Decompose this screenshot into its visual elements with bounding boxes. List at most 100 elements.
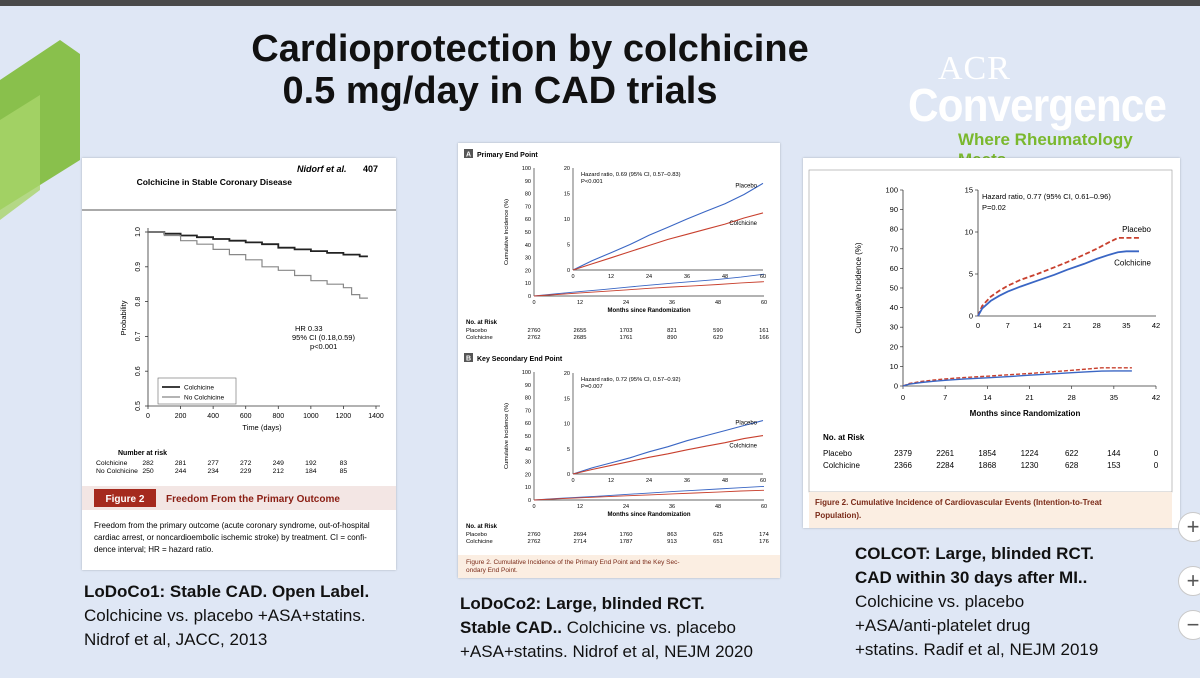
x-axis-label: Months since Randomization xyxy=(970,409,1081,418)
panel-a-x-tick-label: 36 xyxy=(669,300,675,306)
inset-y-tick-label: 10 xyxy=(965,228,973,237)
figure-caption-band xyxy=(809,492,1172,528)
panel-b-risk-value: 1787 xyxy=(620,539,633,545)
risk-value: 0 xyxy=(1154,461,1159,470)
x-tick-label: 21 xyxy=(1025,393,1033,402)
x-axis-label: Time (days) xyxy=(242,423,282,432)
window-top-bar xyxy=(0,0,1200,6)
caption-colcot-line2: CAD within 30 days after MI.. xyxy=(855,568,1088,587)
panel-b-letter: B xyxy=(466,356,471,363)
y-tick-label: 0 xyxy=(894,382,898,391)
caption-lodoco1-line1: LoDoCo1: Stable CAD. Open Label. xyxy=(84,582,370,601)
panel-b-y-tick-label: 20 xyxy=(525,472,531,478)
acr-convergence-logo: ACR Convergence Where Rheumatology Meets xyxy=(900,50,1167,169)
risk-value: 184 xyxy=(305,468,317,475)
panel-b-x-axis-label: Months since Randomization xyxy=(607,512,690,518)
risk-value: 83 xyxy=(340,460,348,467)
panel-a-inset-series-label: Placebo xyxy=(735,183,757,189)
panel-a-risk-value: 2762 xyxy=(528,335,541,341)
inset-x-tick-label: 14 xyxy=(1033,321,1041,330)
x-tick-label: 28 xyxy=(1067,393,1075,402)
caption-lodoco2: LoDoCo2: Large, blinded RCT. Stable CAD.… xyxy=(460,592,753,664)
caption-lodoco2-line1: LoDoCo2: Large, blinded RCT. xyxy=(460,594,705,613)
panel-a-y-tick-label: 20 xyxy=(525,268,531,274)
panel-b-y-tick-label: 30 xyxy=(525,460,531,466)
slide-title-line1: Cardioprotection by colchicine xyxy=(251,28,809,70)
side-zoom-out-button[interactable]: − xyxy=(1178,610,1200,640)
panel-b-risk-value: 2762 xyxy=(528,539,541,545)
figure-caption-line: cardiac arrest, or noncardioembolic isch… xyxy=(94,533,367,542)
risk-row-label: No Colchicine xyxy=(96,468,138,475)
panel-a-inset-series-label: Colchicine xyxy=(729,221,757,227)
y-tick-label: 70 xyxy=(890,244,898,253)
panel-b-y-tick-label: 60 xyxy=(525,421,531,427)
panel-a-risk-value: 161 xyxy=(759,328,769,334)
panel-a-risk-value: 1703 xyxy=(620,328,633,334)
panel-a-letter: A xyxy=(466,152,471,159)
y-axis-label: Probability xyxy=(119,300,128,335)
panel-b-main-series-colchicine xyxy=(533,489,765,501)
figure-caption-line: ondary End Point. xyxy=(466,567,518,574)
panel-b-inset-series-colchicine xyxy=(572,435,764,475)
panel-b-inset-y-tick-label: 20 xyxy=(564,371,570,377)
panel-a-y-tick-label: 80 xyxy=(525,192,531,198)
risk-value: 2284 xyxy=(936,461,954,470)
figure-label-badge xyxy=(94,489,156,507)
panel-a-risk-table-title: No. at Risk xyxy=(466,320,498,326)
caption-colcot-line3: Colchicine vs. placebo xyxy=(855,592,1025,611)
risk-value: 622 xyxy=(1065,449,1079,458)
x-tick-label: 14 xyxy=(983,393,991,402)
panel-b-inset-series-label: Colchicine xyxy=(729,444,757,450)
panel-b-y-tick-label: 40 xyxy=(525,447,531,453)
caption-colcot: COLCOT: Large, blinded RCT. CAD within 3… xyxy=(855,542,1098,662)
risk-value: 250 xyxy=(142,468,154,475)
panel-a-y-tick-label: 60 xyxy=(525,217,531,223)
caption-lodoco1-line3: Nidrof et al, JACC, 2013 xyxy=(84,630,268,649)
panel-a-inset-y-tick-label: 0 xyxy=(567,268,570,274)
series-line-colchicine xyxy=(148,231,368,258)
panel-b-y-tick-label: 90 xyxy=(525,383,531,389)
panel-a-y-tick-label: 40 xyxy=(525,243,531,249)
side-zoom-button-1[interactable]: + xyxy=(1178,512,1200,542)
risk-table-title: No. at Risk xyxy=(823,433,865,442)
panel-a-inset-series-colchicine xyxy=(572,212,764,271)
risk-value: 0 xyxy=(1154,449,1159,458)
y-tick-label: 0.5 xyxy=(135,401,142,411)
panel-a-risk-value: 2685 xyxy=(574,335,587,341)
inset-x-tick-label: 7 xyxy=(1006,321,1010,330)
risk-value: 192 xyxy=(305,460,317,467)
risk-row-label: Colchicine xyxy=(96,460,128,467)
panel-b-risk-value: 176 xyxy=(759,539,769,545)
caption-lodoco2-line3: +ASA+statins. Nidrof et al, NEJM 2020 xyxy=(460,642,753,661)
inset-y-tick-label: 0 xyxy=(969,312,973,321)
panel-a-x-tick-label: 12 xyxy=(577,300,583,306)
panel-b-y-tick-label: 70 xyxy=(525,408,531,414)
panel-a-risk-value: 1761 xyxy=(620,335,633,341)
risk-value: 2379 xyxy=(894,449,912,458)
panel-a-y-axis-label: Cumulative Incidence (%) xyxy=(504,199,510,265)
panel-b-risk-value: 651 xyxy=(713,539,723,545)
risk-value: 272 xyxy=(240,460,252,467)
y-tick-label: 40 xyxy=(890,303,898,312)
lodoco1-figure: Nidorf et al. 407 Colchicine in Stable Cor… xyxy=(82,158,396,570)
y-axis-label: Cumulative Incidence (%) xyxy=(854,242,863,333)
inset-x-tick-label: 28 xyxy=(1092,321,1100,330)
side-zoom-in-button[interactable]: + xyxy=(1178,566,1200,596)
annotation-ci: 95% CI (0.18,0.59) xyxy=(292,333,355,342)
risk-value: 212 xyxy=(273,468,285,475)
inset-x-tick-label: 21 xyxy=(1063,321,1071,330)
inset-x-tick-label: 35 xyxy=(1122,321,1130,330)
panel-a-x-axis-label: Months since Randomization xyxy=(607,308,690,314)
panel-a-inset-x-tick-label: 36 xyxy=(684,274,690,280)
panel-b-inset-x-tick-label: 36 xyxy=(684,478,690,484)
figure-caption-line: Figure 2. Cumulative Incidence of Cardio… xyxy=(815,498,1102,507)
panel-a-y-tick-label: 0 xyxy=(528,294,531,300)
y-tick-label: 90 xyxy=(890,205,898,214)
x-tick-label: 0 xyxy=(901,393,905,402)
y-tick-label: 0.7 xyxy=(135,331,142,341)
y-tick-label: 60 xyxy=(890,264,898,273)
panel-a-risk-value: 2655 xyxy=(574,328,587,334)
panel-b-risk-value: 913 xyxy=(667,539,677,545)
caption-colcot-line5: +statins. Radif et al, NEJM 2019 xyxy=(855,640,1099,659)
